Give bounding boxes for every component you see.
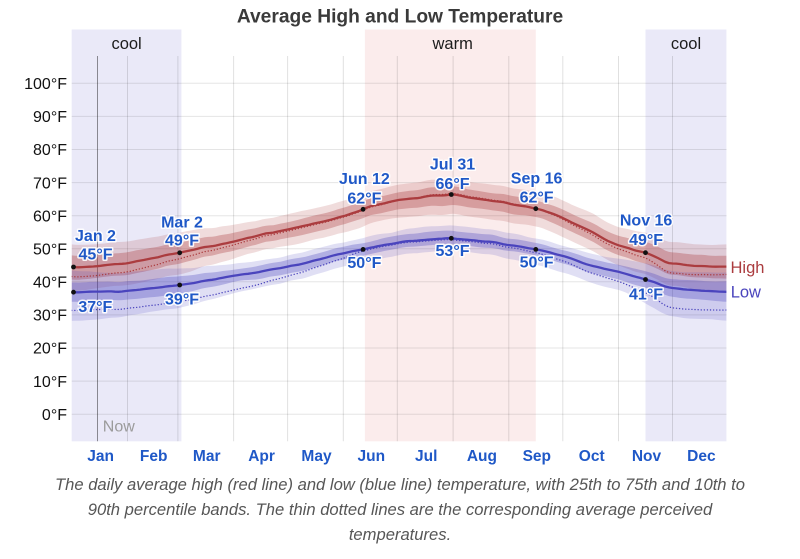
svg-text:60°F: 60°F xyxy=(33,208,67,225)
svg-text:Jun: Jun xyxy=(358,448,386,465)
svg-text:37°F: 37°F xyxy=(78,299,112,316)
svg-text:90°F: 90°F xyxy=(33,109,67,126)
svg-text:Oct: Oct xyxy=(579,448,605,465)
svg-text:cool: cool xyxy=(111,35,141,53)
svg-text:Mar: Mar xyxy=(193,448,221,465)
svg-text:41°F: 41°F xyxy=(629,287,663,304)
svg-text:Nov 16: Nov 16 xyxy=(620,213,673,230)
svg-text:90th percentile bands. The thi: 90th percentile bands. The thin dotted l… xyxy=(88,500,713,519)
svg-text:0°F: 0°F xyxy=(42,407,67,424)
svg-text:70°F: 70°F xyxy=(33,175,67,192)
svg-text:Sep: Sep xyxy=(523,448,551,465)
svg-text:62°F: 62°F xyxy=(347,190,381,207)
svg-text:39°F: 39°F xyxy=(165,292,199,309)
svg-text:Average High and Low Temperatu: Average High and Low Temperature xyxy=(237,7,564,28)
svg-text:Feb: Feb xyxy=(140,448,168,465)
svg-text:Jul 31: Jul 31 xyxy=(430,156,475,173)
svg-text:temperatures.: temperatures. xyxy=(349,525,451,544)
svg-text:50°F: 50°F xyxy=(347,255,381,272)
svg-text:50°F: 50°F xyxy=(33,241,67,258)
svg-text:66°F: 66°F xyxy=(436,176,470,193)
svg-text:Apr: Apr xyxy=(248,448,275,465)
svg-text:49°F: 49°F xyxy=(165,233,199,250)
svg-text:40°F: 40°F xyxy=(33,275,67,292)
svg-text:30°F: 30°F xyxy=(33,308,67,325)
svg-text:Nov: Nov xyxy=(632,448,662,465)
svg-text:10°F: 10°F xyxy=(33,374,67,391)
svg-text:53°F: 53°F xyxy=(436,243,470,260)
svg-text:Jun 12: Jun 12 xyxy=(339,171,390,188)
svg-text:Mar 2: Mar 2 xyxy=(161,215,203,232)
svg-text:Now: Now xyxy=(103,419,135,436)
svg-text:50°F: 50°F xyxy=(520,255,554,272)
svg-text:cool: cool xyxy=(671,35,701,53)
svg-text:warm: warm xyxy=(432,35,473,53)
svg-text:Jul: Jul xyxy=(415,448,437,465)
svg-text:Sep 16: Sep 16 xyxy=(511,171,563,188)
svg-text:Dec: Dec xyxy=(687,448,716,465)
svg-text:The daily average high (red li: The daily average high (red line) and lo… xyxy=(55,475,745,494)
svg-text:May: May xyxy=(301,448,332,465)
svg-text:20°F: 20°F xyxy=(33,341,67,358)
svg-text:Jan 2: Jan 2 xyxy=(75,228,116,245)
svg-text:62°F: 62°F xyxy=(520,190,554,207)
svg-text:High: High xyxy=(731,259,765,277)
svg-text:80°F: 80°F xyxy=(33,142,67,159)
svg-text:Aug: Aug xyxy=(467,448,497,465)
svg-text:49°F: 49°F xyxy=(629,232,663,249)
svg-text:45°F: 45°F xyxy=(79,247,113,264)
svg-text:100°F: 100°F xyxy=(24,76,67,93)
svg-text:Jan: Jan xyxy=(87,448,114,465)
svg-text:Low: Low xyxy=(731,284,761,302)
